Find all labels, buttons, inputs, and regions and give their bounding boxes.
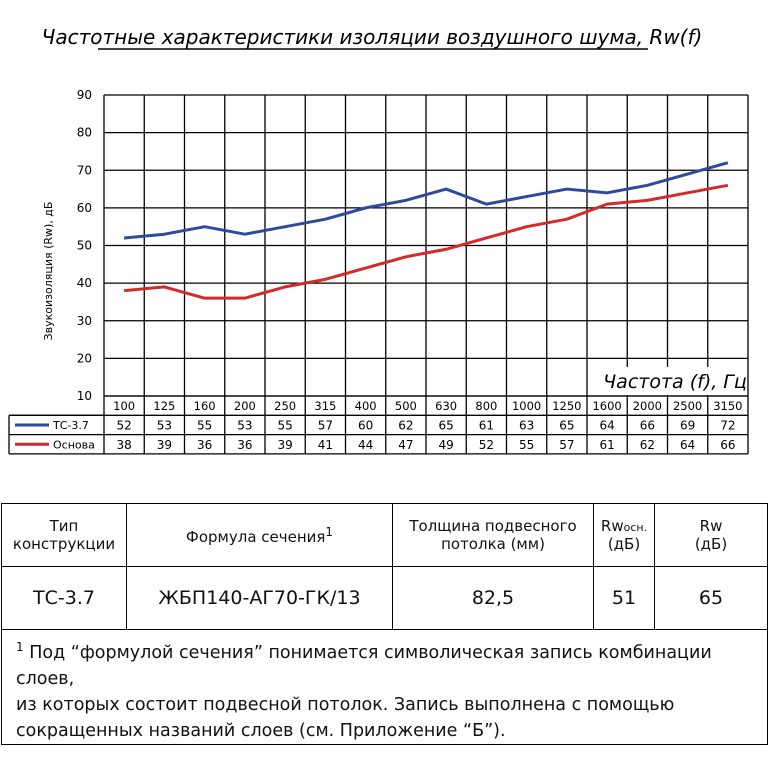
data-label: 52 xyxy=(479,438,494,452)
legend-entry: ТС-3.7 xyxy=(52,419,89,432)
table-row: ТС-3.7 ЖБП140-АГ70-ГК/13 82,5 51 65 xyxy=(1,566,768,630)
data-label: 57 xyxy=(318,418,333,432)
frequency-chart: Частотные характеристики изоляции воздуш… xyxy=(8,25,749,455)
legend-table: 100 125 160 200 250 315 400 500 630 800 1000 1250 16… xyxy=(8,395,749,455)
data-label: 63 xyxy=(519,418,534,432)
footnote-row: 1 Под “формулой сечения” понимается симв… xyxy=(1,629,768,745)
series-line-1 xyxy=(123,161,729,240)
data-label: 72 xyxy=(720,418,735,432)
y-tick-label: 20 xyxy=(77,351,92,365)
data-label: 36 xyxy=(197,438,212,452)
x-axis-label: Частота (f), Гц xyxy=(603,371,747,393)
x-tick-label: 1250 xyxy=(552,399,581,413)
data-label: 62 xyxy=(398,418,413,432)
table-header-row: Тип конструкции Формула сечения1 Толщина… xyxy=(1,503,768,567)
y-tick-labels: 90 80 70 60 50 40 30 20 10 xyxy=(77,88,92,403)
header-rw: Rw (дБ) xyxy=(654,503,768,567)
cell-rw: 65 xyxy=(654,566,768,630)
cell-formula: ЖБП140-АГ70-ГК/13 xyxy=(126,566,393,630)
x-tick-label: 125 xyxy=(153,399,175,413)
y-axis-label: Звукоизоляция (Rw), дБ xyxy=(42,202,55,341)
x-tick-label: 400 xyxy=(355,399,377,413)
data-label: 44 xyxy=(358,438,373,452)
footnote: 1 Под “формулой сечения” понимается симв… xyxy=(1,629,768,745)
y-tick-label: 80 xyxy=(77,126,92,140)
data-label: 53 xyxy=(237,418,252,432)
chart-title: Частотные характеристики изоляции воздуш… xyxy=(42,25,703,49)
y-tick-label: 30 xyxy=(77,314,92,328)
data-label: 55 xyxy=(197,418,212,432)
grid xyxy=(103,94,749,397)
data-label: 55 xyxy=(277,418,292,432)
y-tick-label: 90 xyxy=(77,88,92,102)
data-label: 39 xyxy=(157,438,172,452)
data-label: 66 xyxy=(720,438,735,452)
x-tick-label: 2500 xyxy=(673,399,702,413)
construction-table: Тип конструкции Формула сечения1 Толщина… xyxy=(1,503,768,745)
data-label: 57 xyxy=(559,438,574,452)
x-tick-label: 800 xyxy=(475,399,497,413)
cell-thickness: 82,5 xyxy=(392,566,594,630)
legend-entry: Основа xyxy=(53,438,95,451)
x-tick-label: 1600 xyxy=(592,399,621,413)
data-label: 53 xyxy=(157,418,172,432)
cell-type: ТС-3.7 xyxy=(1,566,127,630)
y-tick-label: 50 xyxy=(77,239,92,253)
series-lines xyxy=(123,161,729,300)
header-formula: Формула сечения1 xyxy=(126,503,393,567)
data-label: 60 xyxy=(358,418,373,432)
y-tick-label: 60 xyxy=(77,201,92,215)
header-rw-osn: Rwосн. (дБ) xyxy=(593,503,655,567)
x-tick-label: 315 xyxy=(314,399,336,413)
cell-rw-osn: 51 xyxy=(593,566,655,630)
x-tick-label: 2000 xyxy=(633,399,662,413)
data-label: 69 xyxy=(680,418,695,432)
x-tick-label: 1000 xyxy=(512,399,541,413)
x-tick-label: 500 xyxy=(395,399,417,413)
data-label: 61 xyxy=(479,418,494,432)
y-tick-label: 40 xyxy=(77,276,92,290)
data-label: 55 xyxy=(519,438,534,452)
x-tick-label: 200 xyxy=(234,399,256,413)
x-tick-label: 160 xyxy=(194,399,216,413)
data-label: 47 xyxy=(398,438,413,452)
header-thickness: Толщина подвесного потолка (мм) xyxy=(392,503,594,567)
data-label: 52 xyxy=(116,418,131,432)
x-label-bg xyxy=(608,367,746,395)
header-type: Тип конструкции xyxy=(1,503,127,567)
data-label: 41 xyxy=(318,438,333,452)
x-tick-label: 100 xyxy=(113,399,135,413)
data-label: 65 xyxy=(559,418,574,432)
y-tick-label: 10 xyxy=(77,389,92,403)
data-label: 38 xyxy=(116,438,131,452)
data-label: 65 xyxy=(438,418,453,432)
data-label: 64 xyxy=(599,418,614,432)
data-label: 66 xyxy=(640,418,655,432)
data-label: 49 xyxy=(438,438,453,452)
x-tick-label: 250 xyxy=(274,399,296,413)
data-label: 39 xyxy=(277,438,292,452)
data-label: 64 xyxy=(680,438,695,452)
data-label: 61 xyxy=(599,438,614,452)
series-line-2 xyxy=(123,183,729,300)
y-tick-label: 70 xyxy=(77,163,92,177)
x-tick-label: 3150 xyxy=(713,399,742,413)
x-tick-label: 630 xyxy=(435,399,457,413)
data-label: 36 xyxy=(237,438,252,452)
data-label: 62 xyxy=(640,438,655,452)
